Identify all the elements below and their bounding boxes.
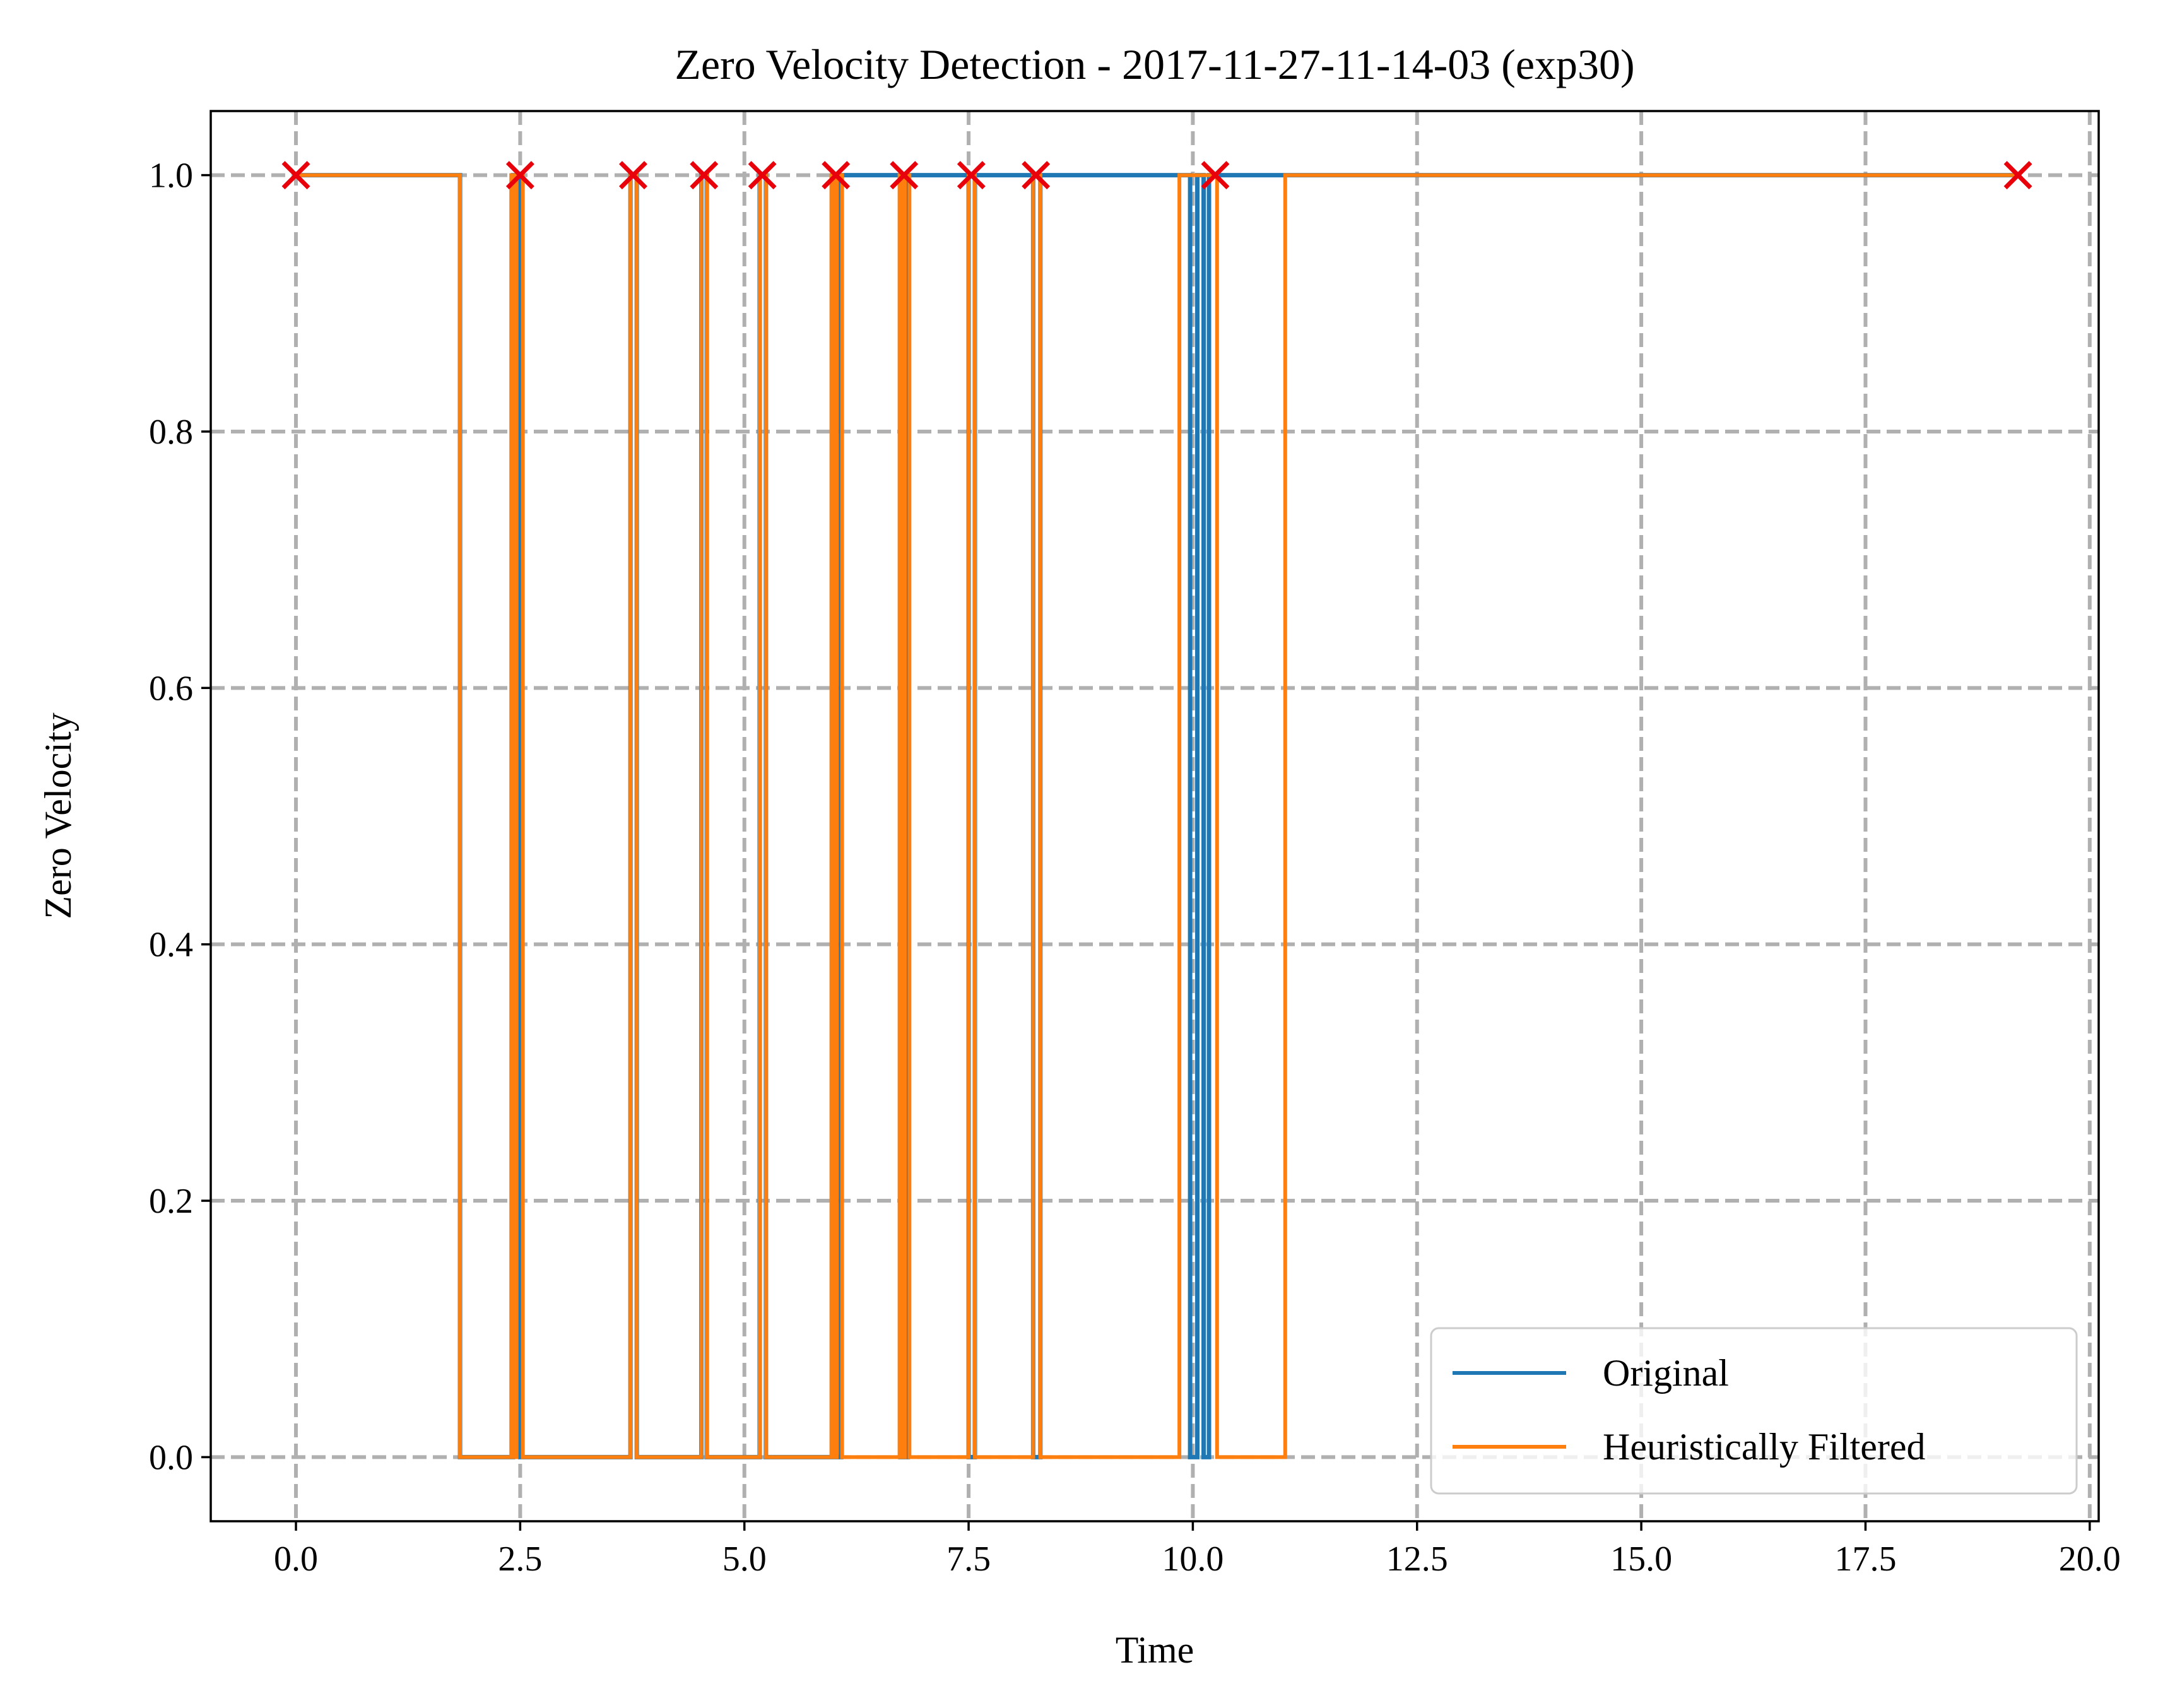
x-marker (1201, 161, 1230, 190)
x-axis-ticks: 0.0 2.5 5.0 7.5 10.0 12.5 15.0 17.5 20.0 (274, 1521, 2121, 1579)
y-axis-ticks: 0.0 0.2 0.4 0.6 0.8 1.0 (149, 156, 211, 1477)
event-markers (281, 161, 2032, 190)
y-tick-label: 0.0 (149, 1438, 193, 1477)
y-tick-label: 0.2 (149, 1182, 193, 1221)
x-tick-label: 2.5 (498, 1540, 542, 1579)
x-marker (957, 161, 986, 190)
plot-area (211, 111, 2099, 1521)
x-tick-label: 12.5 (1386, 1540, 1448, 1579)
x-tick-label: 7.5 (946, 1540, 991, 1579)
legend-label-heuristically-filtered: Heuristically Filtered (1603, 1426, 1926, 1468)
x-tick-label: 15.0 (1610, 1540, 1672, 1579)
x-tick-label: 10.0 (1162, 1540, 1223, 1579)
x-marker (505, 161, 534, 190)
x-tick-label: 20.0 (2059, 1540, 2121, 1579)
x-tick-label: 0.0 (274, 1540, 318, 1579)
x-tick-label: 17.5 (1834, 1540, 1896, 1579)
x-marker (890, 161, 919, 190)
legend-label-original: Original (1603, 1352, 1729, 1394)
y-axis-label: Zero Velocity (37, 712, 79, 919)
y-tick-label: 0.8 (149, 413, 193, 452)
x-marker (1022, 161, 1051, 190)
legend: Original Heuristically Filtered (1430, 1327, 2078, 1495)
y-tick-label: 0.6 (149, 669, 193, 708)
x-marker (690, 161, 719, 190)
x-marker (822, 161, 851, 190)
x-marker (2003, 161, 2032, 190)
x-marker (618, 161, 647, 190)
x-tick-label: 5.0 (722, 1540, 767, 1579)
x-marker (748, 161, 777, 190)
x-marker (281, 161, 310, 190)
chart-title: Zero Velocity Detection - 2017-11-27-11-… (675, 40, 1634, 88)
x-axis-label: Time (1116, 1629, 1194, 1671)
plot-frame (209, 110, 2100, 1522)
y-tick-label: 0.4 (149, 926, 193, 965)
y-tick-label: 1.0 (149, 156, 193, 196)
legend-box (1430, 1327, 2078, 1495)
